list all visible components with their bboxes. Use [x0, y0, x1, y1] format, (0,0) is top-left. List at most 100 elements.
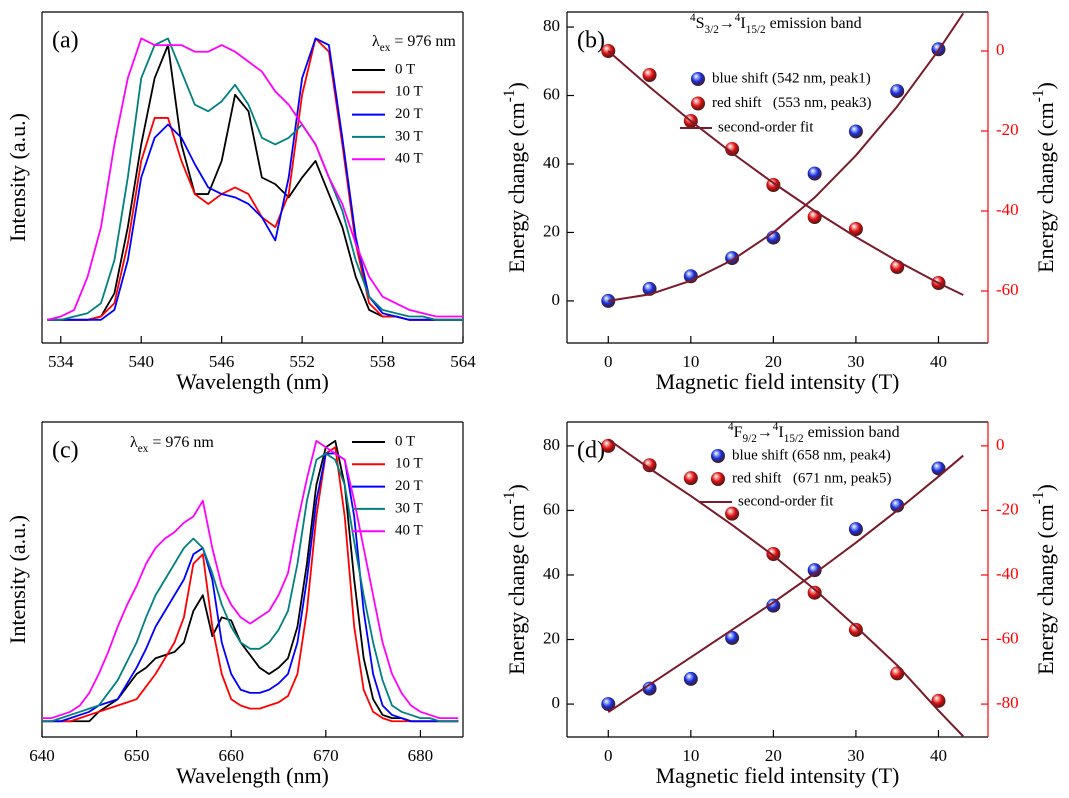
series-line: [47, 37, 463, 321]
text-part: emission band: [766, 15, 862, 32]
data-point: [725, 630, 740, 645]
data-point: [848, 124, 863, 139]
x-tick-label: 0: [604, 746, 613, 765]
x-tick-label: 534: [48, 352, 74, 371]
panel: 0 10 20 30 40 0 20 40 60 80 0 -20 -40 -60 -80 Magnetic …: [501, 421, 1058, 788]
legend-label: 30 T: [395, 500, 423, 516]
data-point: [725, 506, 740, 521]
legend-label: red shift (671 nm, peak5): [732, 470, 892, 486]
x-tick-label: 30: [847, 352, 864, 371]
legend-swatch: [711, 449, 725, 463]
data-point: [807, 166, 822, 181]
text-part: 4: [735, 12, 741, 24]
text-part: Energy change (cm: [504, 102, 529, 273]
text-part: -1: [1030, 491, 1047, 504]
y2-axis-label: Energy change (cm-1): [1030, 484, 1058, 675]
legend-label: 0 T: [395, 61, 415, 77]
series-line: [42, 440, 459, 723]
text-part: Energy change (cm: [1033, 102, 1058, 273]
data-point: [601, 438, 616, 453]
panel: 640 650 660 670 680 Wavelength (nm) Intensity …: [5, 421, 464, 788]
annotation: λex = 976 nm: [130, 434, 214, 455]
legend-label: 10 T: [395, 84, 423, 100]
text-part: 4: [773, 421, 779, 433]
text-part: 4: [690, 12, 696, 24]
y-axis-label: Energy change (cm-1): [501, 82, 529, 273]
legend-label: red shift (553 nm, peak3): [712, 95, 872, 111]
data-point: [931, 461, 946, 476]
legend-label: blue shift (542 nm, peak1): [712, 70, 871, 86]
data-point: [766, 598, 781, 613]
data-point: [725, 142, 740, 156]
y-tick-label: 40: [543, 564, 560, 583]
y-tick-label: 40: [543, 153, 560, 172]
series-line: [607, 50, 964, 296]
panel: 0 10 20 30 40 0 20 40 60 80 0 -20 -40 -60 Magnetic fie…: [501, 11, 1058, 394]
text-part: ): [504, 484, 529, 491]
text-part: -1: [501, 89, 518, 102]
data-point: [848, 622, 863, 637]
text-part: 3/2: [705, 24, 719, 36]
x-tick-label: 10: [682, 352, 699, 371]
x-axis-label: Magnetic field intensity (T): [656, 369, 900, 394]
y-tick-label: 0: [552, 290, 561, 309]
text-part: λ: [372, 33, 380, 50]
panel-label: (b): [577, 28, 605, 54]
y2-tick-label: -20: [996, 120, 1019, 139]
data-point: [890, 84, 905, 99]
text-part: Energy change (cm: [1033, 504, 1058, 675]
series-line: [608, 12, 965, 302]
x-tick-label: 552: [289, 352, 315, 371]
data-point: [683, 471, 698, 486]
text-part: →: [757, 424, 773, 441]
legend-label: second-order fit: [738, 493, 834, 509]
series-line: [607, 454, 964, 713]
data-point: [890, 666, 905, 681]
series-line: [47, 37, 463, 321]
x-tick-label: 660: [218, 746, 244, 765]
text-part: = 976 nm: [148, 434, 214, 451]
series-line: [42, 452, 459, 723]
panel-label: (c): [52, 438, 79, 464]
data-point: [807, 563, 822, 578]
data-point: [642, 68, 657, 82]
text-part: F: [734, 424, 743, 441]
annotation: λex = 976 nm: [372, 33, 456, 54]
text-part: 4: [728, 421, 734, 433]
y-tick-label: 20: [543, 628, 560, 647]
legend-swatch: [711, 472, 725, 486]
x-tick-label: 40: [930, 746, 947, 765]
y2-tick-label: -80: [996, 693, 1019, 712]
y-tick-label: 20: [543, 221, 560, 240]
annotation: 4F9/2→4I15/2 emission band: [728, 421, 900, 445]
text-part: = 976 nm: [390, 33, 456, 50]
data-point: [683, 671, 698, 686]
text-part: ex: [380, 42, 391, 54]
text-part: Energy change (cm: [504, 504, 529, 675]
legend-label: 0 T: [395, 433, 415, 449]
panel: 534 540 546 552 558 564 Wavelength (nm) Intensi…: [5, 11, 476, 394]
data-point: [642, 458, 657, 473]
legend-label: 20 T: [395, 106, 423, 122]
x-axis-label: Magnetic field intensity (T): [656, 763, 900, 788]
x-tick-label: 30: [847, 746, 864, 765]
y2-tick-label: -40: [996, 200, 1019, 219]
legend-swatch: [691, 96, 705, 111]
legend-label: 20 T: [395, 478, 423, 494]
text-part: S: [696, 15, 705, 32]
series-line: [42, 452, 459, 723]
x-tick-label: 640: [29, 746, 55, 765]
text-part: -1: [1030, 89, 1047, 102]
panel-label: (a): [52, 28, 79, 54]
y2-tick-label: 0: [996, 435, 1005, 454]
legend-label: 10 T: [395, 456, 423, 472]
y2-axis-label: Energy change (cm-1): [1030, 82, 1058, 273]
data-point: [642, 681, 657, 696]
legend-swatch: [691, 72, 705, 86]
text-part: ): [1033, 484, 1058, 491]
annotation: 4S3/2→4I15/2 emission band: [690, 12, 862, 36]
x-tick-label: 10: [682, 746, 699, 765]
text-part: ex: [138, 443, 149, 455]
legend-label: 30 T: [395, 128, 423, 144]
